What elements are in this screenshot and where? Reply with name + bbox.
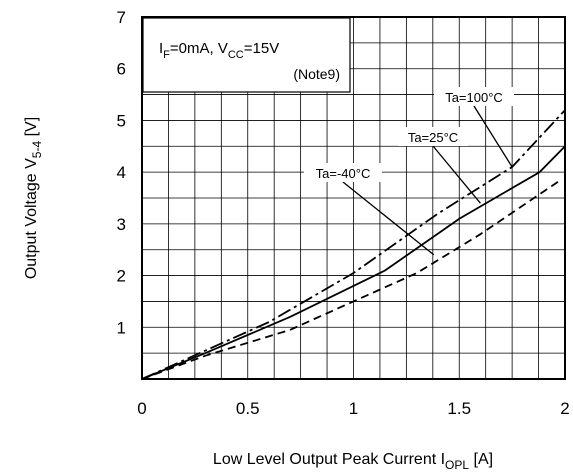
series-line-solid [141, 145, 566, 380]
y-axis-label-main: Output Voltage V [23, 158, 40, 279]
x-tick-label: 1 [349, 399, 358, 418]
series-layer [141, 109, 566, 380]
annotation-label-bg [398, 127, 468, 146]
series-line-dashdot [141, 109, 566, 380]
series-line-dashed [141, 179, 562, 380]
annotation-label: Ta=25°C [408, 130, 458, 145]
conditions-note: (Note9) [293, 66, 340, 82]
annotation-label-bg [434, 87, 514, 106]
x-tick-label: 0 [137, 399, 146, 418]
annotation-leader-line [342, 181, 435, 256]
x-tick-labels: 0 0.5 1 1.5 2 [137, 399, 569, 418]
y-axis-label-sub: 5-4 [30, 141, 44, 159]
annotation-label-bg [304, 163, 382, 182]
annotation-label: Ta=-40°C [316, 166, 371, 181]
y-tick-label: 4 [117, 163, 126, 182]
y-axis-label: Output Voltage V5-4 [V] [23, 117, 44, 279]
y-tick-label: 5 [117, 111, 126, 130]
y-axis-label-unit: [V] [23, 117, 40, 141]
conditions-line-1: IF=0mA, VCC=15V [159, 40, 279, 61]
x-axis-label-unit: [A] [469, 451, 493, 468]
annotation-layer: Ta=100°C Ta=25°C Ta=-40°C [304, 87, 514, 256]
cond-vcc-value: =15V [244, 40, 279, 57]
plot-frame [141, 16, 566, 380]
x-tick-label: 0.5 [236, 399, 260, 418]
y-tick-label: 3 [117, 215, 126, 234]
x-tick-label: 1.5 [447, 399, 471, 418]
annotation-label: Ta=100°C [445, 90, 503, 105]
y-tick-labels: 1 2 3 4 5 6 7 [117, 8, 126, 337]
annotation-leader-line [473, 105, 513, 168]
conditions-box: IF=0mA, VCC=15V (Note9) [142, 17, 351, 93]
annotation-leader-line [432, 145, 481, 204]
y-tick-label: 7 [117, 8, 126, 27]
cond-if-sub: F [163, 49, 170, 61]
x-axis-label: Low Level Output Peak Current IOPL [A] [213, 451, 493, 472]
cond-if-main: I [159, 40, 163, 57]
conditions-box-bg [142, 17, 351, 93]
y-tick-label: 6 [117, 60, 126, 79]
y-tick-label: 2 [117, 267, 126, 286]
y-tick-label: 1 [117, 318, 126, 337]
cond-vcc-sub: CC [228, 49, 244, 61]
cond-if-value: =0mA, V [170, 40, 228, 57]
x-tick-label: 2 [560, 399, 569, 418]
x-axis-label-sub: OPL [445, 458, 469, 472]
x-axis-label-main: Low Level Output Peak Current I [213, 451, 445, 468]
